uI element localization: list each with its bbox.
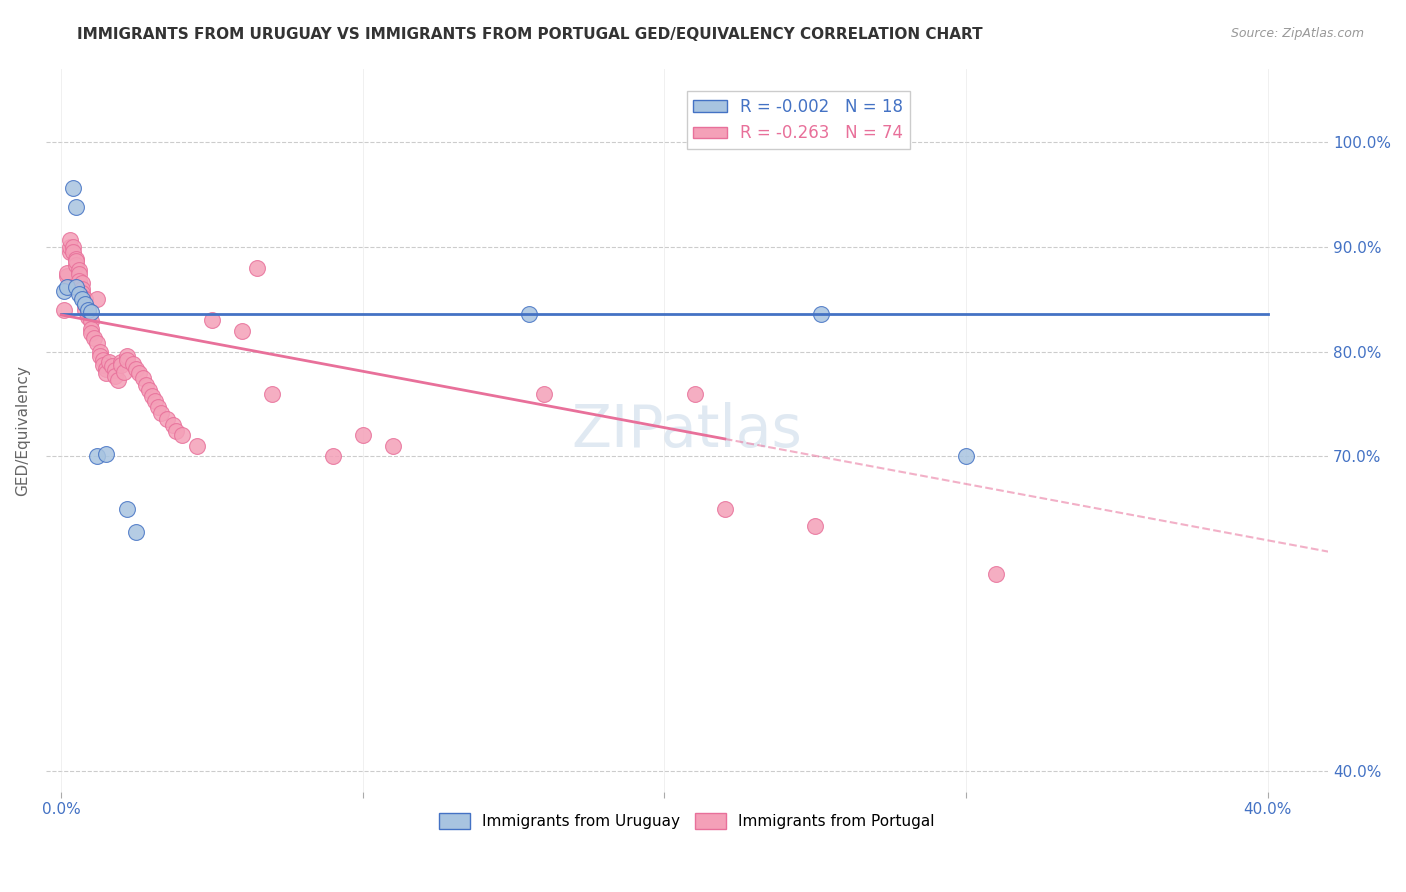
Point bbox=[117, 501, 139, 516]
Point bbox=[59, 279, 82, 293]
Point bbox=[98, 355, 121, 369]
Point bbox=[91, 353, 114, 368]
Point bbox=[65, 200, 87, 214]
Point bbox=[86, 336, 108, 351]
Point bbox=[170, 428, 193, 442]
Point bbox=[65, 279, 87, 293]
Point bbox=[70, 285, 93, 300]
Point bbox=[138, 384, 160, 398]
Point bbox=[104, 368, 127, 383]
Point bbox=[533, 386, 555, 401]
Point bbox=[80, 326, 103, 340]
Point bbox=[67, 287, 90, 301]
Point bbox=[80, 314, 103, 328]
Point bbox=[156, 411, 179, 425]
Point bbox=[117, 353, 139, 368]
Point bbox=[67, 267, 90, 281]
Point bbox=[713, 501, 735, 516]
Point bbox=[141, 389, 163, 403]
Point bbox=[56, 279, 79, 293]
Point bbox=[117, 349, 139, 363]
Point bbox=[381, 439, 404, 453]
Point bbox=[62, 240, 84, 254]
Point bbox=[75, 302, 97, 317]
Point bbox=[162, 417, 184, 432]
Point bbox=[186, 439, 208, 453]
Point bbox=[986, 566, 1008, 581]
Point bbox=[70, 282, 93, 296]
Point bbox=[96, 366, 118, 380]
Text: IMMIGRANTS FROM URUGUAY VS IMMIGRANTS FROM PORTUGAL GED/EQUIVALENCY CORRELATION : IMMIGRANTS FROM URUGUAY VS IMMIGRANTS FR… bbox=[77, 27, 983, 42]
Point bbox=[59, 234, 82, 248]
Point bbox=[955, 450, 977, 464]
Point bbox=[70, 290, 93, 304]
Point bbox=[75, 292, 97, 306]
Point bbox=[80, 321, 103, 335]
Point bbox=[75, 297, 97, 311]
Point bbox=[125, 362, 148, 376]
Point bbox=[62, 181, 84, 195]
Point bbox=[143, 393, 166, 408]
Point bbox=[89, 349, 111, 363]
Point bbox=[110, 358, 132, 372]
Point bbox=[65, 258, 87, 272]
Text: ZIPatlas: ZIPatlas bbox=[572, 401, 803, 458]
Point bbox=[131, 371, 153, 385]
Point bbox=[96, 362, 118, 376]
Point bbox=[517, 307, 540, 321]
Point bbox=[59, 240, 82, 254]
Point bbox=[810, 307, 832, 321]
Point bbox=[128, 366, 150, 380]
Point bbox=[122, 357, 145, 371]
Point bbox=[683, 386, 706, 401]
Point bbox=[352, 428, 374, 442]
Point bbox=[262, 386, 284, 401]
Point bbox=[165, 425, 187, 439]
Point bbox=[201, 313, 224, 327]
Point bbox=[86, 292, 108, 306]
Point bbox=[70, 277, 93, 291]
Point bbox=[77, 302, 100, 317]
Point bbox=[96, 447, 118, 461]
Point bbox=[149, 407, 172, 421]
Point bbox=[101, 359, 124, 374]
Point bbox=[104, 363, 127, 377]
Point bbox=[62, 245, 84, 260]
Point bbox=[322, 450, 344, 464]
Point bbox=[91, 358, 114, 372]
Point bbox=[77, 310, 100, 324]
Point bbox=[77, 305, 100, 319]
Point bbox=[59, 245, 82, 260]
Point bbox=[75, 298, 97, 312]
Point bbox=[86, 450, 108, 464]
Point bbox=[89, 344, 111, 359]
Point bbox=[110, 355, 132, 369]
Point bbox=[65, 254, 87, 268]
Point bbox=[53, 302, 76, 317]
Point bbox=[135, 378, 157, 392]
Point bbox=[67, 262, 90, 277]
Text: Source: ZipAtlas.com: Source: ZipAtlas.com bbox=[1230, 27, 1364, 40]
Point bbox=[56, 266, 79, 280]
Y-axis label: GED/Equivalency: GED/Equivalency bbox=[15, 365, 30, 496]
Point bbox=[56, 269, 79, 284]
Legend: Immigrants from Uruguay, Immigrants from Portugal: Immigrants from Uruguay, Immigrants from… bbox=[433, 806, 941, 835]
Point bbox=[65, 252, 87, 267]
Point bbox=[246, 260, 269, 275]
Point bbox=[80, 305, 103, 319]
Point bbox=[67, 274, 90, 288]
Point bbox=[112, 365, 135, 379]
Point bbox=[804, 518, 827, 533]
Point bbox=[231, 324, 253, 338]
Point bbox=[125, 524, 148, 539]
Point bbox=[146, 400, 169, 414]
Point bbox=[107, 373, 129, 387]
Point bbox=[70, 292, 93, 306]
Point bbox=[53, 284, 76, 298]
Point bbox=[83, 331, 105, 345]
